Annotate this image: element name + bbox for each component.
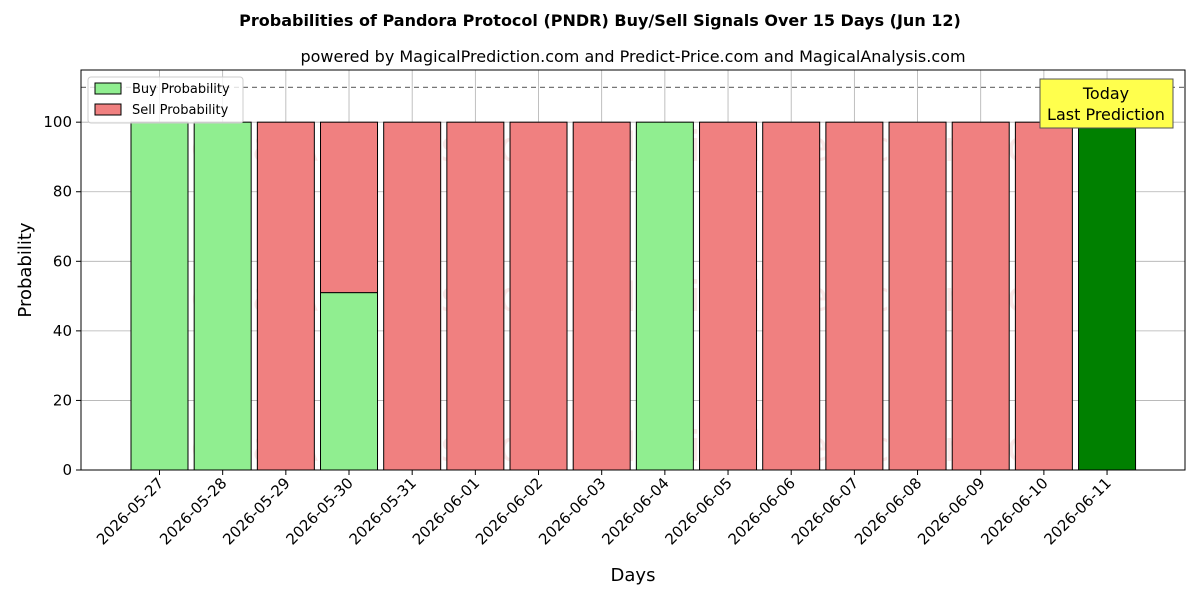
x-tick-label: 2026-06-04	[598, 474, 672, 548]
x-tick-label: 2026-05-30	[282, 474, 356, 548]
annotation-line1: Today	[1082, 84, 1129, 103]
x-tick-label: 2026-05-27	[93, 474, 167, 548]
bar-sell	[825, 121, 884, 471]
bar-sell	[572, 121, 631, 471]
y-tick-label: 80	[53, 183, 72, 201]
y-tick-label: 20	[53, 391, 72, 409]
bar-sell	[320, 121, 379, 294]
legend-sell-swatch	[94, 103, 122, 116]
x-ticks-group: 2026-05-272026-05-282026-05-292026-05-30…	[93, 470, 1115, 548]
x-tick-label: 2026-05-28	[156, 474, 230, 548]
legend-frame	[87, 76, 244, 124]
x-tick-label: 2026-06-03	[535, 474, 609, 548]
bar-sell	[888, 121, 947, 471]
bars-group	[130, 121, 1137, 471]
today-annotation: Today Last Prediction	[1039, 78, 1174, 129]
x-tick-label: 2026-06-08	[851, 474, 925, 548]
bar-sell	[1014, 121, 1073, 471]
bar-buy	[320, 292, 379, 471]
bar-sell	[699, 121, 758, 471]
annotation-line2: Last Prediction	[1047, 105, 1165, 124]
x-tick-label: 2026-06-02	[472, 474, 546, 548]
x-axis-label: Days	[611, 565, 656, 586]
bar-sell	[762, 121, 821, 471]
bar-buy	[193, 121, 252, 471]
y-tick-label: 40	[53, 322, 72, 340]
x-tick-label: 2026-06-09	[914, 474, 988, 548]
plot-frame	[80, 69, 1186, 471]
chart-title: Probabilities of Pandora Protocol (PNDR)…	[239, 11, 961, 30]
x-tick-label: 2026-05-29	[219, 474, 293, 548]
x-tick-label: 2026-06-07	[788, 474, 862, 548]
bar-sell	[446, 121, 505, 471]
x-tick-label: 2026-06-11	[1040, 474, 1114, 548]
bar-sell	[383, 121, 442, 471]
x-tick-label: 2026-06-01	[409, 474, 483, 548]
y-tick-label: 60	[53, 252, 72, 270]
x-tick-label: 2026-06-06	[725, 474, 799, 548]
legend-buy-swatch	[94, 82, 122, 95]
legend-sell-label: Sell Probability	[132, 103, 229, 118]
bar-sell	[509, 121, 568, 471]
bar-buy	[1078, 121, 1137, 471]
legend-buy-label: Buy Probability	[132, 82, 230, 97]
y-tick-label: 0	[62, 461, 72, 479]
chart-subtitle: powered by MagicalPrediction.com and Pre…	[300, 47, 965, 66]
legend: Buy Probability Sell Probability	[87, 76, 244, 124]
bar-sell	[951, 121, 1010, 471]
y-axis-label: Probability	[15, 222, 36, 317]
y-ticks-group: 0 20 40 60 80 100	[43, 113, 81, 479]
y-tick-label: 100	[43, 113, 72, 131]
x-tick-label: 2026-06-05	[661, 474, 735, 548]
bar-buy	[130, 121, 189, 471]
bar-sell	[256, 121, 315, 471]
bar-buy	[635, 121, 694, 471]
x-tick-label: 2026-05-31	[346, 474, 420, 548]
annotation-box	[1039, 78, 1174, 129]
x-tick-label: 2026-06-10	[977, 474, 1051, 548]
